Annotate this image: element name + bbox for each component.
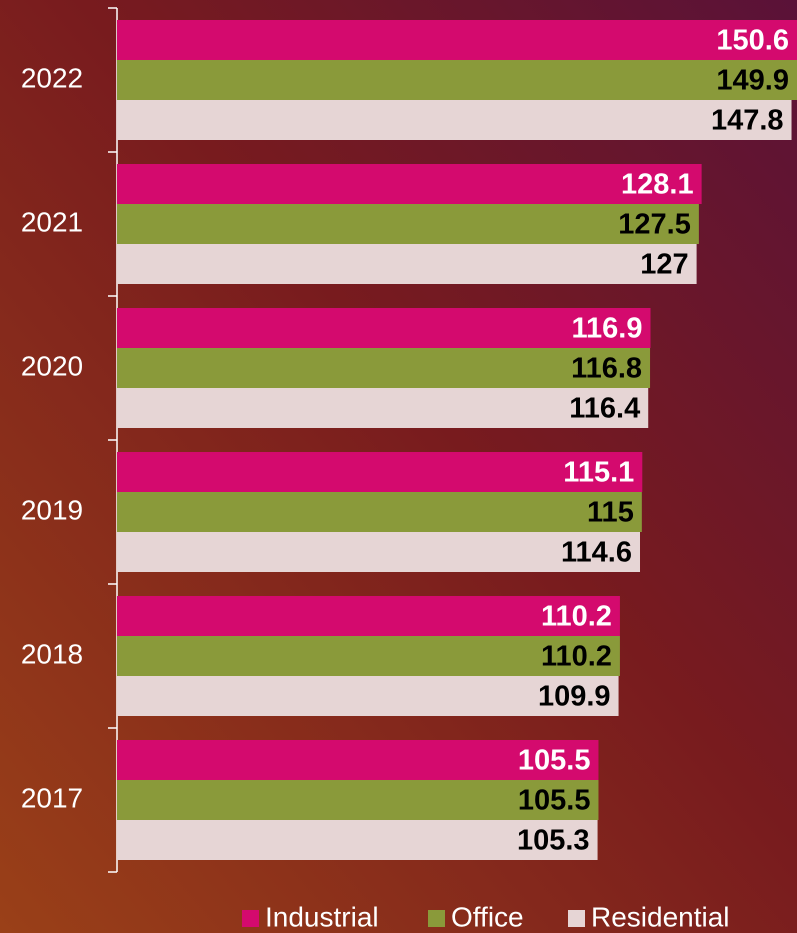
bar xyxy=(117,60,797,100)
value-label: 127.5 xyxy=(618,209,691,241)
value-label: 105.5 xyxy=(518,745,591,777)
value-label: 116.9 xyxy=(572,313,643,345)
legend-label: Residential xyxy=(591,901,730,932)
value-label: 114.6 xyxy=(561,537,632,569)
bar xyxy=(117,636,620,676)
value-label: 105.3 xyxy=(517,825,590,857)
bar xyxy=(117,164,702,204)
bar xyxy=(117,492,642,532)
legend-swatch xyxy=(568,910,585,927)
bar xyxy=(117,244,697,284)
bar xyxy=(117,348,651,388)
y-tick-label: 2017 xyxy=(21,782,83,813)
bar xyxy=(117,100,792,140)
y-tick-label: 2021 xyxy=(21,206,83,237)
bar xyxy=(117,388,649,428)
legend-label: Office xyxy=(451,901,524,932)
bar xyxy=(117,740,599,780)
bar xyxy=(117,820,598,860)
y-tick-label: 2022 xyxy=(21,62,83,93)
value-label: 116.8 xyxy=(571,353,642,385)
bar xyxy=(117,452,643,492)
value-label: 149.9 xyxy=(716,65,789,97)
value-label: 127 xyxy=(640,249,688,281)
legend-swatch xyxy=(428,910,445,927)
value-label: 109.9 xyxy=(538,681,611,713)
value-label: 115 xyxy=(587,497,634,529)
bar xyxy=(117,676,619,716)
value-label: 110.2 xyxy=(541,641,612,673)
bar xyxy=(117,308,651,348)
value-label: 115.1 xyxy=(563,457,634,489)
bar xyxy=(117,20,797,60)
bar xyxy=(117,780,599,820)
legend-swatch xyxy=(242,910,259,927)
value-label: 110.2 xyxy=(541,601,612,633)
value-label: 105.5 xyxy=(518,785,591,817)
value-label: 147.8 xyxy=(711,105,784,137)
bar xyxy=(117,204,699,244)
y-tick-label: 2018 xyxy=(21,638,83,669)
bar xyxy=(117,596,620,636)
value-label: 128.1 xyxy=(621,169,694,201)
value-label: 150.6 xyxy=(716,25,789,57)
bar xyxy=(117,532,641,572)
legend-label: Industrial xyxy=(265,901,379,932)
value-label: 116.4 xyxy=(569,393,640,425)
y-tick-label: 2019 xyxy=(21,494,83,525)
y-tick-label: 2020 xyxy=(21,350,83,381)
